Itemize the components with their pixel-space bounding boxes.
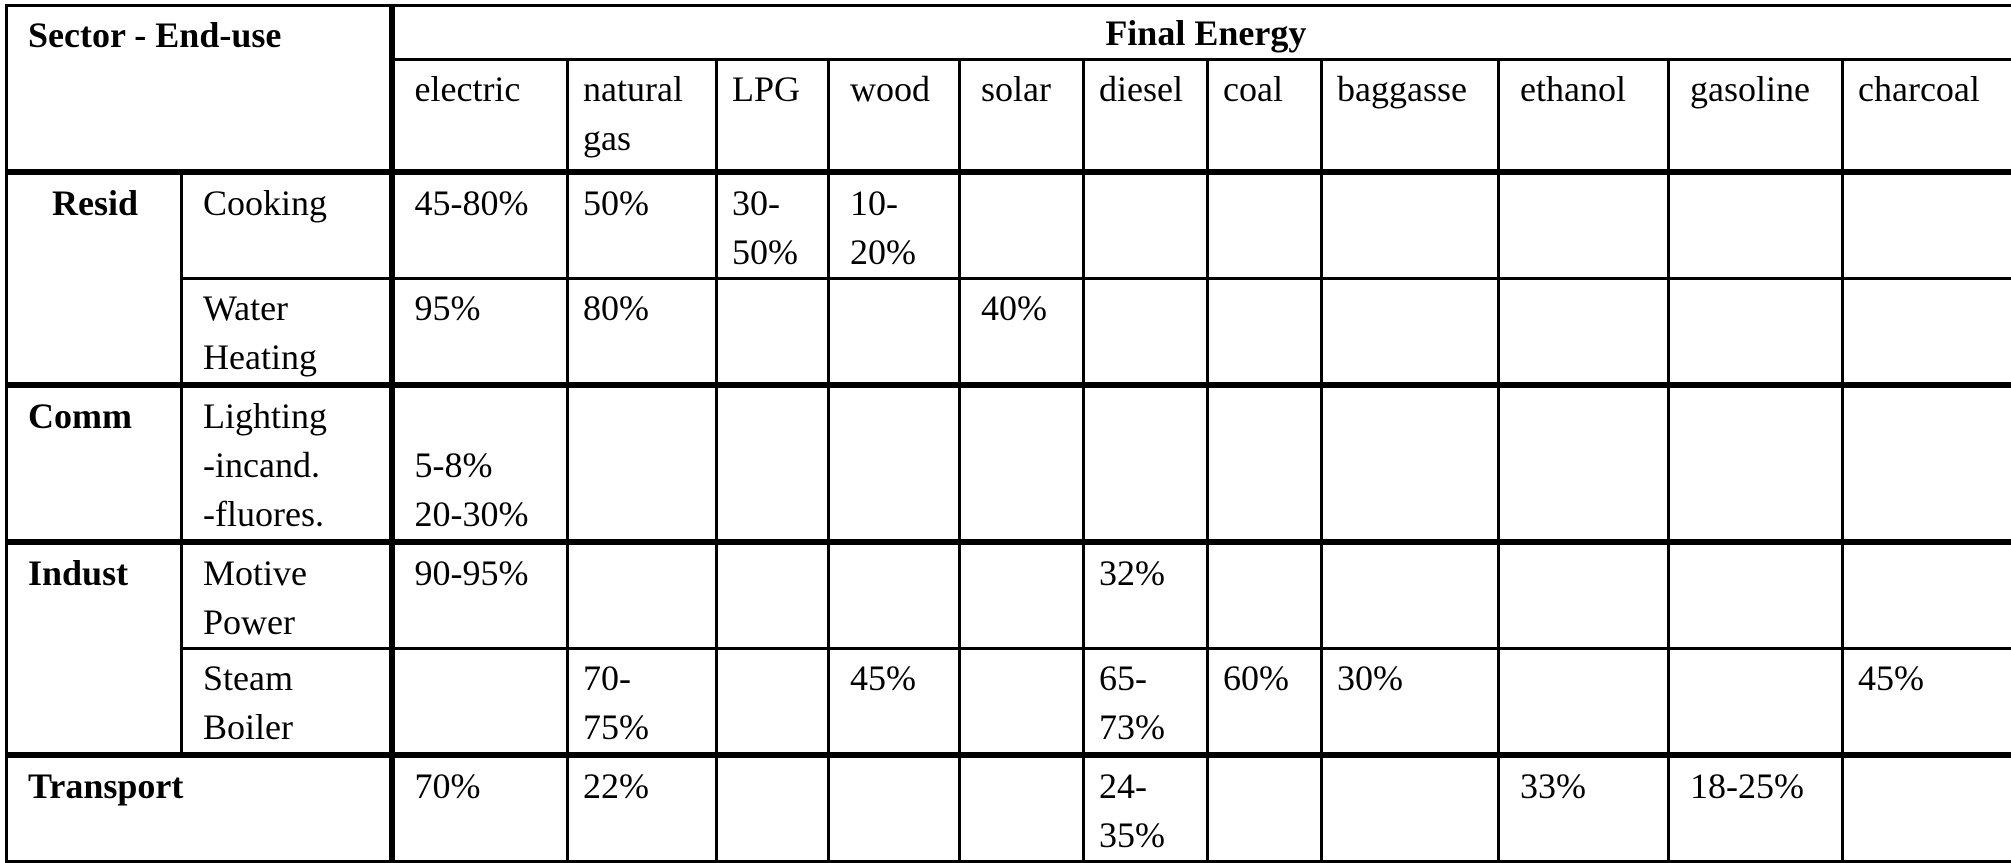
cell-lighting-solar	[960, 385, 1084, 542]
cell-transport-natural-gas: 22%	[568, 755, 717, 862]
cell-lighting-natural-gas	[568, 385, 717, 542]
cell-cooking-electric: 45-80%	[392, 172, 568, 279]
cell-cooking-natural-gas: 50%	[568, 172, 717, 279]
header-final-energy: Final Energy	[392, 6, 2011, 60]
cell-steam-boiler-diesel: 65- 73%	[1084, 648, 1208, 755]
enduse-lighting: Lighting -incand. -fluores.	[182, 385, 392, 542]
table-row: Transport 70% 22% 24- 35% 33% 18-25%	[7, 755, 2011, 862]
cell-lighting-charcoal	[1843, 385, 2011, 542]
cell-transport-gasoline: 18-25%	[1669, 755, 1843, 862]
cell-steam-boiler-ethanol	[1499, 648, 1669, 755]
header-fuel-coal: coal	[1208, 60, 1322, 172]
cell-lighting-electric: 5-8% 20-30%	[392, 385, 568, 542]
cell-cooking-ethanol	[1499, 172, 1669, 279]
cell-cooking-charcoal	[1843, 172, 2011, 279]
cell-water-heating-solar: 40%	[960, 278, 1084, 385]
cell-steam-boiler-lpg	[717, 648, 829, 755]
header-fuel-baggasse: baggasse	[1322, 60, 1499, 172]
cell-cooking-wood: 10- 20%	[829, 172, 960, 279]
cell-steam-boiler-natural-gas: 70- 75%	[568, 648, 717, 755]
sector-resid: Resid	[7, 172, 182, 385]
cell-lighting-wood	[829, 385, 960, 542]
cell-steam-boiler-charcoal: 45%	[1843, 648, 2011, 755]
cell-steam-boiler-gasoline	[1669, 648, 1843, 755]
enduse-steam-boiler: Steam Boiler	[182, 648, 392, 755]
header-fuel-lpg: LPG	[717, 60, 829, 172]
cell-water-heating-wood	[829, 278, 960, 385]
cell-lighting-incand-value: 5-8%	[415, 441, 549, 490]
cell-transport-wood	[829, 755, 960, 862]
table-row: Indust Motive Power 90-95% 32%	[7, 542, 2011, 649]
cell-lighting-baggasse	[1322, 385, 1499, 542]
cell-lighting-diesel	[1084, 385, 1208, 542]
cell-cooking-gasoline	[1669, 172, 1843, 279]
cell-steam-boiler-baggasse: 30%	[1322, 648, 1499, 755]
cell-cooking-baggasse	[1322, 172, 1499, 279]
cell-transport-baggasse	[1322, 755, 1499, 862]
cell-motive-power-lpg	[717, 542, 829, 649]
cell-transport-charcoal	[1843, 755, 2011, 862]
cell-motive-power-coal	[1208, 542, 1322, 649]
cell-water-heating-lpg	[717, 278, 829, 385]
cell-transport-solar	[960, 755, 1084, 862]
cell-motive-power-ethanol	[1499, 542, 1669, 649]
cell-water-heating-natural-gas: 80%	[568, 278, 717, 385]
cell-lighting-coal	[1208, 385, 1322, 542]
cell-transport-electric: 70%	[392, 755, 568, 862]
enduse-motive-power: Motive Power	[182, 542, 392, 649]
cell-motive-power-electric: 90-95%	[392, 542, 568, 649]
cell-cooking-solar	[960, 172, 1084, 279]
cell-water-heating-diesel	[1084, 278, 1208, 385]
table-row: Water Heating 95% 80% 40%	[7, 278, 2011, 385]
header-fuel-solar: solar	[960, 60, 1084, 172]
cell-water-heating-charcoal	[1843, 278, 2011, 385]
cell-motive-power-gasoline	[1669, 542, 1843, 649]
cell-lighting-gasoline	[1669, 385, 1843, 542]
energy-efficiency-table: Sector - End-use Final Energy electric n…	[5, 4, 2011, 863]
cell-lighting-ethanol	[1499, 385, 1669, 542]
header-fuel-wood: wood	[829, 60, 960, 172]
cell-water-heating-baggasse	[1322, 278, 1499, 385]
cell-motive-power-charcoal	[1843, 542, 2011, 649]
header-sector-enduse: Sector - End-use	[7, 6, 392, 172]
cell-cooking-diesel	[1084, 172, 1208, 279]
table-row: Steam Boiler 70- 75% 45% 65- 73% 60% 30%…	[7, 648, 2011, 755]
cell-cooking-coal	[1208, 172, 1322, 279]
cell-water-heating-gasoline	[1669, 278, 1843, 385]
sector-comm: Comm	[7, 385, 182, 542]
cell-cooking-lpg: 30- 50%	[717, 172, 829, 279]
cell-transport-coal	[1208, 755, 1322, 862]
cell-water-heating-coal	[1208, 278, 1322, 385]
enduse-cooking: Cooking	[182, 172, 392, 279]
header-fuel-electric: electric	[392, 60, 568, 172]
header-fuel-gasoline: gasoline	[1669, 60, 1843, 172]
cell-motive-power-natural-gas	[568, 542, 717, 649]
sector-transport: Transport	[7, 755, 392, 862]
cell-water-heating-ethanol	[1499, 278, 1669, 385]
cell-transport-lpg	[717, 755, 829, 862]
header-fuel-diesel: diesel	[1084, 60, 1208, 172]
cell-steam-boiler-coal: 60%	[1208, 648, 1322, 755]
cell-steam-boiler-electric	[392, 648, 568, 755]
cell-lighting-lpg	[717, 385, 829, 542]
cell-steam-boiler-wood: 45%	[829, 648, 960, 755]
cell-transport-ethanol: 33%	[1499, 755, 1669, 862]
header-fuel-charcoal: charcoal	[1843, 60, 2011, 172]
cell-transport-diesel: 24- 35%	[1084, 755, 1208, 862]
cell-motive-power-wood	[829, 542, 960, 649]
cell-motive-power-baggasse	[1322, 542, 1499, 649]
table-row: Resid Cooking 45-80% 50% 30- 50% 10- 20%	[7, 172, 2011, 279]
header-fuel-ethanol: ethanol	[1499, 60, 1669, 172]
header-fuel-natural-gas: natural gas	[568, 60, 717, 172]
sector-indust: Indust	[7, 542, 182, 755]
cell-steam-boiler-solar	[960, 648, 1084, 755]
table-row: Comm Lighting -incand. -fluores. 5-8% 20…	[7, 385, 2011, 542]
cell-lighting-fluores-value: 20-30%	[415, 490, 549, 539]
cell-motive-power-solar	[960, 542, 1084, 649]
cell-water-heating-electric: 95%	[392, 278, 568, 385]
enduse-water-heating: Water Heating	[182, 278, 392, 385]
cell-motive-power-diesel: 32%	[1084, 542, 1208, 649]
